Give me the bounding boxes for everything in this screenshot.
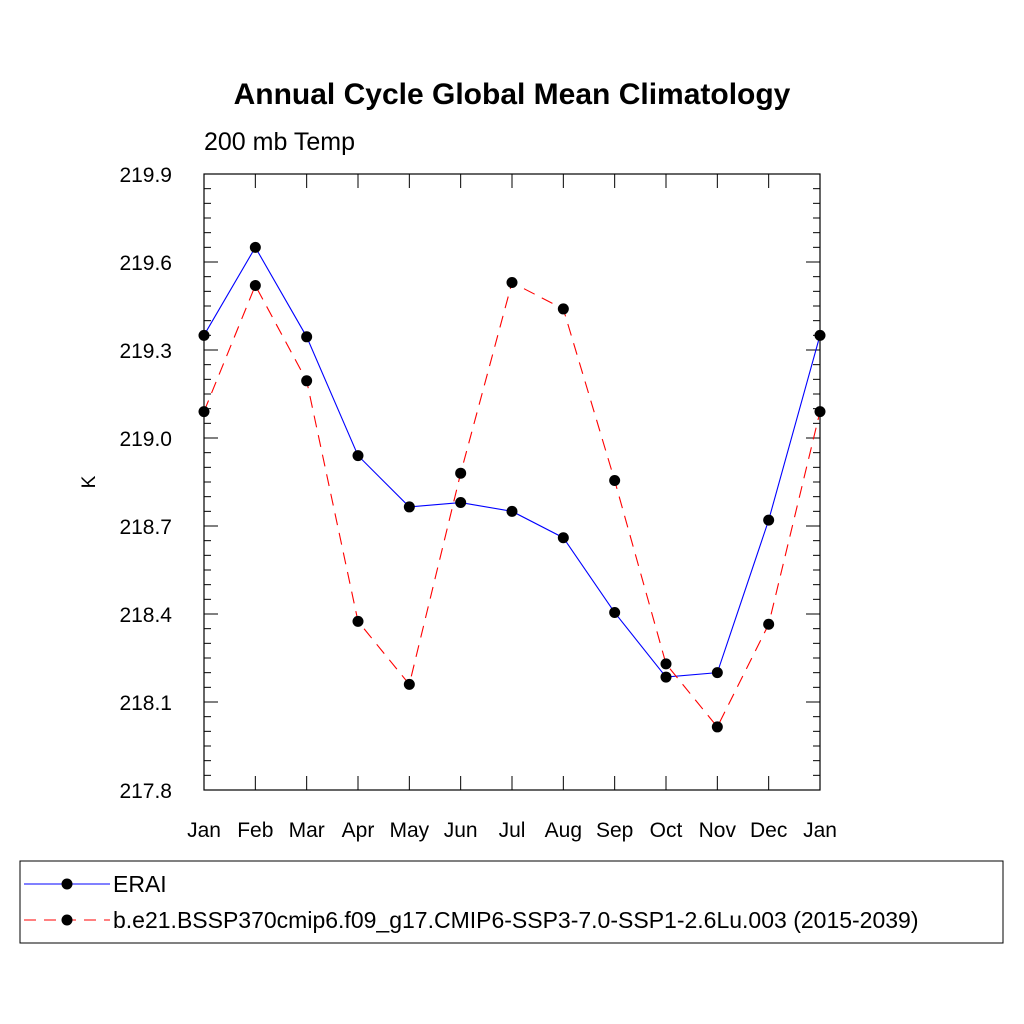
data-point-s1-10	[711, 721, 723, 733]
x-tick-label: Nov	[699, 819, 737, 842]
data-point-s0-12	[814, 329, 826, 341]
data-point-s1-3	[352, 615, 364, 627]
x-tick-label: Dec	[750, 819, 787, 842]
data-point-s1-11	[763, 618, 775, 630]
x-tick-labels: Jan Feb Mar Apr May Jun Jul Aug Sep Oct Nov Dec Jan	[187, 819, 837, 842]
x-tick-label: Apr	[342, 819, 375, 842]
data-point-s0-0	[198, 329, 210, 341]
legend-box	[19, 860, 1004, 944]
data-point-s1-7	[557, 303, 569, 315]
x-tick-label: Mar	[289, 819, 325, 842]
data-point-s1-6	[506, 277, 518, 289]
data-point-s1-12	[814, 406, 826, 418]
data-point-s0-8	[609, 607, 621, 619]
data-point-s0-10	[711, 667, 723, 679]
data-point-s1-9	[660, 658, 672, 670]
series-line-1	[203, 281, 821, 728]
series-markers	[198, 241, 826, 733]
data-point-s0-4	[403, 501, 415, 513]
y-tick-label: 218.1	[119, 692, 172, 715]
chart-title: Annual Cycle Global Mean Climatology	[234, 78, 791, 111]
legend-marker-erai	[61, 878, 73, 890]
data-point-s0-6	[506, 505, 518, 517]
x-tick-label: May	[389, 819, 429, 842]
chart-subtitle: 200 mb Temp	[204, 128, 355, 156]
legend-label-model: b.e21.BSSP370cmip6.f09_g17.CMIP6-SSP3-7.…	[113, 907, 919, 933]
y-tick-labels: 219.9 219.6 219.3 219.0 218.7 218.4 218.1 217.8	[119, 164, 172, 803]
y-tick-label: 219.3	[119, 340, 172, 363]
data-point-s0-7	[557, 532, 569, 544]
x-tick-label: Feb	[237, 819, 273, 842]
data-point-s1-5	[455, 467, 467, 479]
y-tick-label: 218.4	[119, 604, 172, 627]
legend-label-erai: ERAI	[113, 871, 167, 897]
x-tick-label: Oct	[650, 819, 683, 842]
axis-ticks	[203, 173, 821, 791]
data-point-s0-9	[660, 671, 672, 683]
x-tick-label: Aug	[545, 819, 582, 842]
legend-marker-model	[61, 914, 73, 926]
data-point-s0-11	[763, 514, 775, 526]
x-tick-label: Jun	[444, 819, 478, 842]
y-axis-label: K	[79, 475, 100, 488]
data-point-s1-8	[609, 475, 621, 487]
data-point-s0-2	[301, 331, 313, 343]
y-tick-label: 217.8	[119, 780, 172, 803]
x-tick-label: Jul	[499, 819, 526, 842]
x-tick-label: Sep	[596, 819, 633, 842]
y-tick-label: 219.6	[119, 252, 172, 275]
data-point-s1-1	[249, 279, 261, 291]
y-tick-label: 219.0	[119, 428, 172, 451]
data-point-s0-5	[455, 497, 467, 509]
y-tick-label: 218.7	[119, 516, 172, 539]
legend: ERAI b.e21.BSSP370cmip6.f09_g17.CMIP6-SS…	[19, 860, 1004, 944]
x-tick-label: Jan	[803, 819, 837, 842]
data-point-s0-3	[352, 450, 364, 462]
data-point-s1-0	[198, 406, 210, 418]
plot-area-frame	[203, 173, 821, 791]
data-point-s1-4	[403, 678, 415, 690]
series-lines	[203, 246, 821, 728]
x-tick-label: Jan	[187, 819, 221, 842]
data-point-s1-2	[301, 375, 313, 387]
data-point-s0-1	[249, 241, 261, 253]
y-tick-label: 219.9	[119, 164, 172, 187]
series-line-0	[203, 246, 821, 678]
